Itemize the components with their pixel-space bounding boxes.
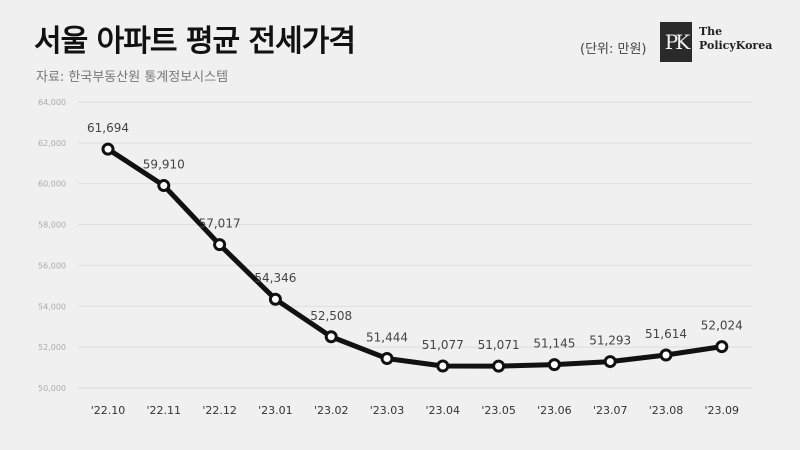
unit-label: (단위: 만원) <box>580 42 647 57</box>
data-label: 59,910 <box>143 158 185 172</box>
data-label: 51,614 <box>645 327 687 341</box>
series-line <box>105 146 725 369</box>
data-label: 51,444 <box>366 331 408 345</box>
data-point <box>380 352 394 366</box>
y-tick-label: 52,000 <box>38 343 66 352</box>
y-tick-label: 54,000 <box>38 302 66 311</box>
x-tick-label: '22.10 <box>91 404 126 417</box>
data-label: 54,346 <box>254 271 296 285</box>
y-tick-label: 62,000 <box>38 139 66 148</box>
data-label: 52,024 <box>701 319 743 333</box>
x-tick-label: '23.07 <box>593 404 628 417</box>
x-tick-label: '23.01 <box>258 404 293 417</box>
source-note: 자료: 한국부동산원 통계정보시스템 <box>36 70 229 85</box>
y-tick-label: 50,000 <box>38 384 66 393</box>
data-point <box>213 238 227 252</box>
chart-title: 서울 아파트 평균 전세가격 <box>34 24 356 59</box>
data-label: 51,145 <box>533 337 575 351</box>
data-label: 51,293 <box>589 334 631 348</box>
data-point <box>436 359 450 373</box>
x-tick-label: '23.04 <box>426 404 461 417</box>
x-tick-label: '22.11 <box>147 404 182 417</box>
data-point <box>101 142 115 156</box>
x-tick-label: '23.05 <box>481 404 516 417</box>
y-tick-label: 64,000 <box>38 98 66 107</box>
logo-text: The PolicyKorea <box>699 25 772 53</box>
x-tick-label: '23.06 <box>537 404 572 417</box>
data-point <box>659 348 673 362</box>
data-point <box>268 292 282 306</box>
x-tick-label: '23.08 <box>649 404 684 417</box>
data-point <box>715 340 729 354</box>
y-tick-label: 56,000 <box>38 261 66 270</box>
data-label: 52,508 <box>310 309 352 323</box>
x-tick-label: '23.02 <box>314 404 349 417</box>
data-label: 57,017 <box>199 217 241 231</box>
data-point <box>157 179 171 193</box>
y-tick-label: 58,000 <box>38 221 66 230</box>
data-point <box>603 355 617 369</box>
data-point <box>492 359 506 373</box>
data-point <box>324 330 338 344</box>
x-tick-label: '23.03 <box>370 404 405 417</box>
x-tick-label: '23.09 <box>705 404 740 417</box>
logo-line-1: The <box>699 25 723 38</box>
data-point <box>547 358 561 372</box>
logo-line-2: PolicyKorea <box>699 39 773 52</box>
data-label: 61,694 <box>87 121 129 135</box>
data-label: 51,077 <box>422 338 464 352</box>
logo-icon: PK <box>660 22 692 62</box>
x-tick-label: '22.12 <box>202 404 237 417</box>
data-label: 51,071 <box>478 338 520 352</box>
y-tick-label: 60,000 <box>38 180 66 189</box>
